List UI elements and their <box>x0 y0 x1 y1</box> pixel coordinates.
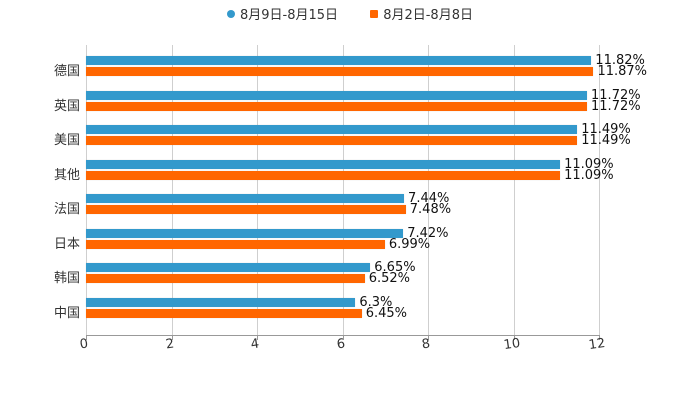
x-axis-tick <box>257 335 258 340</box>
x-axis-tick <box>513 335 515 340</box>
bar-series-2[interactable] <box>86 274 365 283</box>
y-axis-category-label: 德国 <box>53 64 80 79</box>
bar-series-2[interactable] <box>86 101 588 111</box>
bar-value-label: 7.42% <box>407 225 449 241</box>
bar-series-2[interactable] <box>86 239 385 249</box>
bar-value-label: 6.45% <box>365 305 408 321</box>
bar-series-1[interactable] <box>86 297 356 307</box>
x-axis-tick <box>342 335 344 340</box>
bar-value-label: 6.52% <box>368 271 411 286</box>
x-axis-tick <box>171 335 173 340</box>
y-axis-category-label: 法国 <box>53 202 80 217</box>
x-axis-tick-label: 2 <box>164 336 175 353</box>
x-axis-tick-label: 12 <box>587 335 607 354</box>
bar-value-label: 11.82% <box>595 53 645 68</box>
bar-value-label: 11.72% <box>591 98 641 114</box>
bar-series-1[interactable] <box>86 194 405 203</box>
bar-series-1[interactable] <box>86 228 404 238</box>
legend-item-series-1[interactable]: 8月9日-8月15日 <box>227 4 338 23</box>
gridline <box>599 45 600 335</box>
gridline <box>171 45 173 335</box>
bar-value-label: 11.49% <box>581 133 631 148</box>
y-axis-category-label: 其他 <box>53 167 80 183</box>
legend-label: 8月2日-8月8日 <box>383 8 473 23</box>
x-axis-tick-label: 6 <box>335 336 346 353</box>
x-axis-line <box>86 335 600 336</box>
x-axis-tick-label: 4 <box>249 336 261 353</box>
gridline <box>342 45 344 335</box>
y-axis-category-label: 韩国 <box>53 271 80 286</box>
y-axis-category-label: 日本 <box>53 236 80 252</box>
bar-series-1[interactable] <box>86 56 592 65</box>
bar-value-label: 11.87% <box>597 64 648 79</box>
bar-value-label: 7.48% <box>409 202 452 217</box>
y-axis-category-label: 中国 <box>53 305 80 321</box>
chart-legend: 8月9日-8月15日 8月2日-8月8日 <box>0 4 700 23</box>
bar-value-label: 6.99% <box>388 236 431 252</box>
x-axis-tick-label: 8 <box>420 336 432 353</box>
bar-series-1[interactable] <box>86 90 588 100</box>
bar-series-2[interactable] <box>86 67 594 76</box>
bar-series-2[interactable] <box>86 308 362 318</box>
legend-label: 8月9日-8月15日 <box>240 8 339 23</box>
bar-value-label: 11.72% <box>591 87 641 103</box>
legend-marker-circle-icon <box>227 9 236 18</box>
x-axis-tick <box>86 335 87 340</box>
legend-item-series-2[interactable]: 8月2日-8月8日 <box>370 4 473 23</box>
bar-value-label: 6.3% <box>359 294 393 310</box>
x-axis-tick <box>428 335 429 340</box>
bar-series-2[interactable] <box>86 170 561 180</box>
gridline <box>428 45 429 335</box>
x-axis-tick-label: 10 <box>502 335 521 354</box>
gridline <box>257 45 258 335</box>
x-axis-tick-label: 0 <box>78 336 90 353</box>
bar-series-2[interactable] <box>86 136 578 145</box>
y-axis-category-label: 美国 <box>53 133 80 148</box>
y-axis-category-label: 英国 <box>53 98 80 114</box>
gridline <box>86 45 87 335</box>
bar-series-2[interactable] <box>86 205 406 214</box>
x-axis-tick <box>599 335 600 340</box>
bar-value-label: 11.49% <box>581 122 631 137</box>
bar-value-label: 6.65% <box>374 260 416 275</box>
bar-value-label: 11.09% <box>564 167 614 183</box>
bar-series-1[interactable] <box>86 125 578 134</box>
bar-value-label: 7.44% <box>408 191 450 206</box>
bar-series-1[interactable] <box>86 263 371 272</box>
bar-series-1[interactable] <box>86 159 561 169</box>
gridline <box>513 45 515 335</box>
bar-value-label: 11.09% <box>564 156 614 172</box>
legend-marker-square-icon <box>370 9 379 18</box>
